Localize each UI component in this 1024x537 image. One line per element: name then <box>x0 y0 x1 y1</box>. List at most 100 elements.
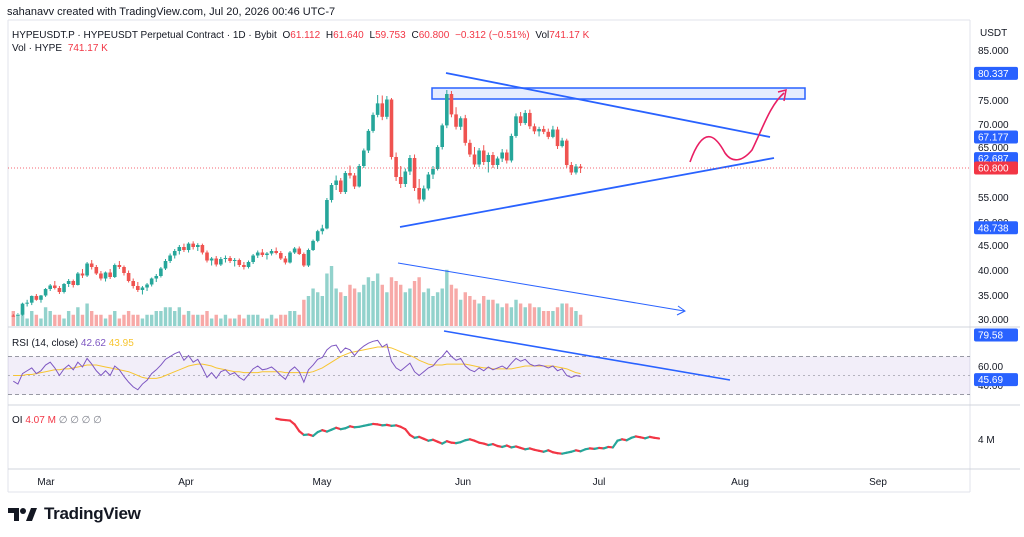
volume-bar <box>292 311 297 326</box>
symbol-legend: HYPEUSDT.P · HYPEUSDT Perpetual Contract… <box>12 30 592 41</box>
candle-body <box>491 155 495 165</box>
candle-body <box>311 240 315 250</box>
volume-bar <box>191 314 195 326</box>
candle-body <box>528 112 532 127</box>
tradingview-logo[interactable]: TradingView <box>8 504 141 524</box>
volume-bar <box>182 314 186 326</box>
volume-bar <box>518 303 523 326</box>
volume-bar <box>375 273 380 326</box>
volume-bar <box>80 314 85 326</box>
volume-bar <box>196 314 200 326</box>
time-tick-label: Jul <box>593 477 606 488</box>
volume-bar <box>43 307 48 326</box>
rsi-tick-label: 40.00 <box>978 381 1003 392</box>
volume-bar <box>48 311 52 326</box>
volume-bar <box>103 318 108 326</box>
volume-bar <box>260 318 265 326</box>
volume-bar <box>578 314 583 326</box>
candle-body <box>53 285 57 288</box>
candle-body <box>103 272 108 279</box>
volume-bar <box>25 318 29 326</box>
candle-body <box>149 278 154 285</box>
candle-body <box>186 243 191 250</box>
candle-body <box>348 173 352 176</box>
volume-bar <box>136 314 140 326</box>
candle-body <box>209 258 214 261</box>
candle-body <box>126 273 131 281</box>
volume-bar <box>159 311 163 326</box>
candle-body <box>20 303 25 315</box>
volume-bar <box>113 311 117 326</box>
candle-body <box>357 166 361 187</box>
candle-body <box>306 250 311 266</box>
candle-body <box>29 295 34 303</box>
volume-bar <box>477 303 481 326</box>
volume-bar <box>34 314 39 326</box>
candle-body <box>297 248 302 254</box>
candle-body <box>302 254 306 266</box>
price-tick-label: 85.000 <box>978 46 1009 57</box>
candle-body <box>172 251 177 256</box>
volume-bar <box>53 314 57 326</box>
volume-bar <box>85 303 89 326</box>
candle-body <box>214 258 219 265</box>
candle-body <box>458 118 463 127</box>
volume-bar <box>357 292 361 326</box>
volume-bar <box>279 314 283 326</box>
candle-body <box>80 273 85 276</box>
tradingview-logo-text: TradingView <box>44 504 141 523</box>
volume-indicator-label[interactable]: Vol · HYPE <box>12 43 63 54</box>
volume-bar <box>445 269 449 326</box>
candle-body <box>260 252 265 255</box>
price-tag-text: 62.687 <box>978 154 1009 165</box>
attribution-header: sahanavv created with TradingView.com, J… <box>7 6 336 18</box>
candle-body <box>518 116 523 124</box>
rsi-ma-value: 43.95 <box>108 338 134 349</box>
candle-body <box>62 284 66 292</box>
vol-value: 741.17 K <box>549 30 590 41</box>
high-label: H <box>325 30 334 41</box>
candle-body <box>555 129 560 147</box>
volume-bar <box>205 311 209 326</box>
volume-bar <box>16 314 20 326</box>
volume-bar <box>399 284 403 326</box>
volume-bar <box>66 311 71 326</box>
rsi-label[interactable]: RSI (14, close) <box>12 338 79 349</box>
volume-bar <box>149 314 154 326</box>
volume-bar <box>251 314 255 326</box>
tradingview-logo-icon <box>8 508 37 521</box>
candle-body <box>182 247 186 250</box>
volume-bar <box>339 292 343 326</box>
candle-body <box>85 263 89 276</box>
volume-bar <box>565 303 569 326</box>
candle-body <box>574 166 578 173</box>
symbol-name[interactable]: HYPEUSDT.P · HYPEUSDT Perpetual Contract… <box>12 30 277 41</box>
volume-bar <box>99 314 103 326</box>
candle-body <box>39 295 43 300</box>
candle-body <box>551 129 555 137</box>
volume-bar <box>408 288 412 326</box>
candle-body <box>246 262 251 267</box>
candle-body <box>514 116 518 136</box>
candle-body <box>159 268 163 276</box>
price-tag-text: 48.738 <box>978 223 1009 234</box>
volume-bar <box>320 296 325 326</box>
candle-body <box>283 258 288 263</box>
candle-body <box>43 289 48 296</box>
candle-body <box>195 245 200 247</box>
volume-bar <box>491 299 495 326</box>
volume-bar <box>274 318 278 326</box>
candle-body <box>76 273 80 285</box>
candle-body <box>398 177 403 184</box>
volume-bar <box>288 311 292 326</box>
rsi-value-tag-text: 45.69 <box>978 375 1003 386</box>
candle-body <box>375 103 380 115</box>
candle-body <box>228 258 232 261</box>
candle-body <box>223 258 228 259</box>
volume-bar <box>546 311 550 326</box>
oi-label[interactable]: OI <box>12 415 23 426</box>
time-tick-label: May <box>313 477 332 488</box>
low-label: L <box>369 30 376 41</box>
price-tick-label: 35.000 <box>978 291 1009 302</box>
